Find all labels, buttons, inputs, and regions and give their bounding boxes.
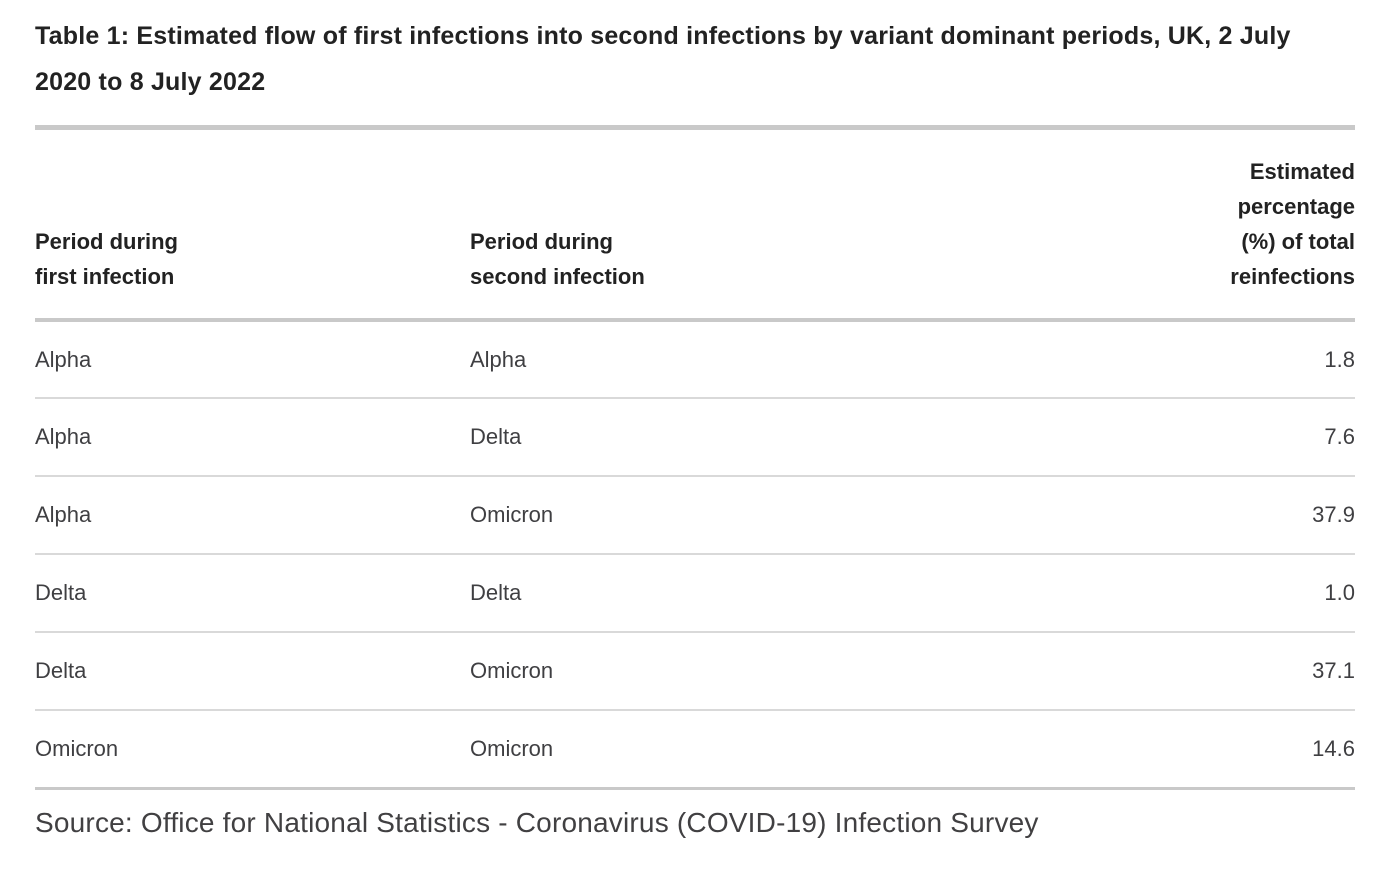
table-cell: Alpha [35,476,470,555]
table-cell: Omicron [470,476,925,555]
table-cell: Omicron [470,632,925,711]
reinfections-table: Period during first infection Period dur… [35,130,1355,790]
table-cell: Delta [35,632,470,711]
table-cell: Alpha [470,320,925,399]
table-cell: 37.1 [925,632,1355,711]
table-cell: 37.9 [925,476,1355,555]
table-header: Period during first infection Period dur… [35,130,1355,322]
table-cell: Delta [35,554,470,633]
table-cell: 14.6 [925,710,1355,790]
table-cell: Delta [470,398,925,477]
table-figure: Table 1: Estimated flow of first infecti… [35,0,1355,839]
table-cell: Omicron [35,710,470,790]
table-cell: Omicron [470,710,925,790]
table-cell: 7.6 [925,398,1355,477]
table-row: Alpha Omicron 37.9 [35,476,1355,555]
column-header-second-infection: Period during second infection [470,130,925,322]
table-row: Alpha Alpha 1.8 [35,320,1355,399]
table-row: Omicron Omicron 14.6 [35,710,1355,790]
table-row: Alpha Delta 7.6 [35,398,1355,477]
table-row: Delta Omicron 37.1 [35,632,1355,711]
source-note: Source: Office for National Statistics -… [35,806,1039,838]
title-divider [35,125,1355,130]
column-header-estimated-percentage: Estimated percentage (%) of total reinfe… [925,130,1355,322]
column-header-first-infection: Period during first infection [35,130,470,322]
table-header-row: Period during first infection Period dur… [35,130,1355,322]
table-cell: 1.0 [925,554,1355,633]
table-body: Alpha Alpha 1.8 Alpha Delta 7.6 Alpha Omicron 37… [35,320,1355,790]
table-cell: Delta [470,554,925,633]
table-title: Table 1: Estimated flow of first infecti… [35,22,1291,96]
table-cell: 1.8 [925,320,1355,399]
table-row: Delta Delta 1.0 [35,554,1355,633]
table-cell: Alpha [35,398,470,477]
table-cell: Alpha [35,320,470,399]
